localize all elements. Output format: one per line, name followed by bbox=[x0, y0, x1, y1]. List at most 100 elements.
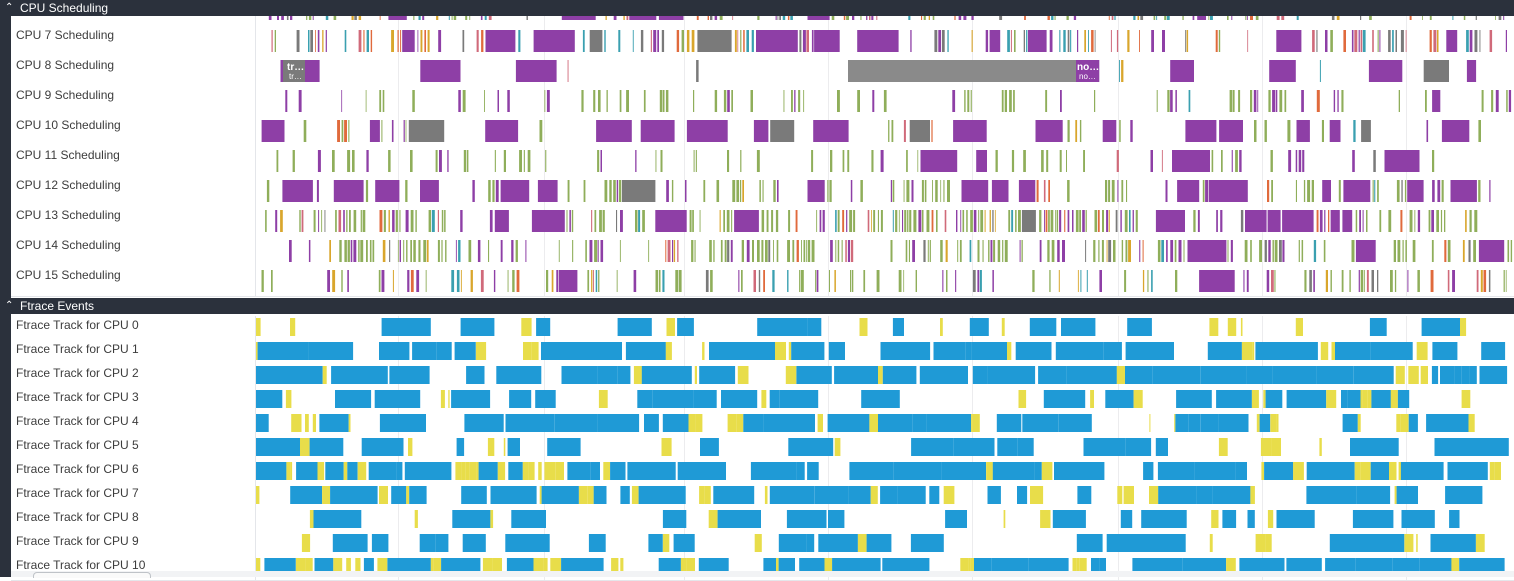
ftrace-event[interactable] bbox=[1246, 366, 1273, 384]
sched-slice-thin[interactable] bbox=[317, 30, 320, 52]
sched-slice-thin[interactable] bbox=[470, 270, 473, 292]
sched-slice[interactable] bbox=[596, 120, 632, 142]
ftrace-event[interactable] bbox=[1271, 438, 1281, 456]
sched-slice-thin[interactable] bbox=[403, 120, 405, 142]
sched-slice-thin[interactable] bbox=[847, 150, 850, 172]
ftrace-event[interactable] bbox=[309, 510, 314, 528]
sched-slice[interactable] bbox=[1361, 120, 1371, 142]
sched-slice-thin[interactable] bbox=[397, 30, 399, 52]
sched-slice-thin[interactable] bbox=[1043, 180, 1046, 202]
ftrace-event[interactable] bbox=[1360, 462, 1371, 480]
ftrace-event[interactable] bbox=[1396, 486, 1418, 504]
ftrace-event[interactable] bbox=[627, 462, 676, 480]
slice-canvas[interactable] bbox=[256, 340, 1514, 364]
sched-slice-thin[interactable] bbox=[503, 150, 506, 172]
sched-slice-thin[interactable] bbox=[489, 210, 493, 232]
ftrace-event[interactable] bbox=[919, 366, 968, 384]
sched-slice-thin[interactable] bbox=[692, 210, 694, 232]
track-lane[interactable] bbox=[255, 484, 1514, 508]
ftrace-event[interactable] bbox=[1055, 342, 1104, 360]
sched-slice-thin[interactable] bbox=[727, 240, 730, 262]
slice-canvas[interactable] bbox=[256, 460, 1514, 484]
sched-slice-thin[interactable] bbox=[444, 210, 446, 232]
ftrace-event[interactable] bbox=[1371, 390, 1391, 408]
ftrace-event[interactable] bbox=[1459, 558, 1469, 576]
sched-slice-thin[interactable] bbox=[1401, 180, 1403, 202]
ftrace-event[interactable] bbox=[588, 534, 596, 552]
sched-slice-thin[interactable] bbox=[989, 210, 991, 232]
sched-slice-thin[interactable] bbox=[1441, 180, 1444, 202]
sched-slice-thin[interactable] bbox=[455, 240, 457, 262]
sched-slice-thin[interactable] bbox=[799, 30, 802, 52]
sched-slice-thin[interactable] bbox=[850, 180, 853, 202]
sched-slice-thin[interactable] bbox=[1341, 90, 1344, 112]
ftrace-event[interactable] bbox=[547, 438, 581, 456]
sched-slice-thin[interactable] bbox=[1432, 150, 1435, 172]
sched-slice-thin[interactable] bbox=[846, 210, 848, 232]
ftrace-event[interactable] bbox=[878, 414, 913, 432]
ftrace-event[interactable] bbox=[1353, 534, 1405, 552]
ftrace-event[interactable] bbox=[1141, 510, 1187, 528]
sched-slice-thin[interactable] bbox=[977, 270, 980, 292]
sched-slice-thin[interactable] bbox=[1077, 30, 1079, 52]
ftrace-event[interactable] bbox=[834, 438, 841, 456]
sched-slice-thin[interactable] bbox=[827, 180, 829, 202]
sched-slice-thin[interactable] bbox=[803, 240, 806, 262]
ftrace-event[interactable] bbox=[1067, 366, 1117, 384]
sched-slice-thin[interactable] bbox=[1337, 90, 1339, 112]
sched-slice-thin[interactable] bbox=[379, 90, 382, 112]
sched-slice-thin[interactable] bbox=[1313, 270, 1315, 292]
sched-slice-thin[interactable] bbox=[418, 240, 421, 262]
sched-slice-thin[interactable] bbox=[488, 240, 490, 262]
sched-slice-thin[interactable] bbox=[972, 270, 976, 292]
ftrace-event[interactable] bbox=[404, 462, 452, 480]
sched-slice-thin[interactable] bbox=[1142, 240, 1144, 262]
ftrace-event[interactable] bbox=[317, 462, 325, 480]
ftrace-event[interactable] bbox=[814, 486, 849, 504]
sched-slice-thin[interactable] bbox=[500, 240, 503, 262]
sched-slice-thin[interactable] bbox=[1010, 30, 1012, 52]
sched-slice-thin[interactable] bbox=[921, 210, 924, 232]
ftrace-event[interactable] bbox=[256, 318, 261, 336]
sched-slice-thin[interactable] bbox=[587, 270, 590, 292]
ftrace-event[interactable] bbox=[763, 414, 807, 432]
sched-slice-thin[interactable] bbox=[727, 90, 730, 112]
sched-slice-thin[interactable] bbox=[799, 270, 801, 292]
sched-slice-thin[interactable] bbox=[714, 90, 718, 112]
sched-slice-thin[interactable] bbox=[1174, 240, 1177, 262]
sched-slice-thin[interactable] bbox=[546, 90, 550, 112]
ftrace-event[interactable] bbox=[544, 462, 556, 480]
sched-slice-thin[interactable] bbox=[830, 240, 833, 262]
sched-slice-thin[interactable] bbox=[773, 180, 776, 202]
sched-slice-thin[interactable] bbox=[794, 90, 796, 112]
sched-slice-thin[interactable] bbox=[969, 240, 972, 262]
ftrace-event[interactable] bbox=[590, 462, 600, 480]
ftrace-event[interactable] bbox=[662, 510, 687, 528]
sched-slice-thin[interactable] bbox=[381, 120, 383, 142]
sched-slice-thin[interactable] bbox=[1240, 210, 1244, 232]
ftrace-event[interactable] bbox=[737, 366, 749, 384]
sched-slice-thin[interactable] bbox=[742, 180, 744, 202]
sched-slice-thin[interactable] bbox=[1311, 180, 1314, 202]
sched-slice-thin[interactable] bbox=[1444, 210, 1446, 232]
sched-slice-thin[interactable] bbox=[296, 30, 300, 52]
slice-canvas[interactable] bbox=[256, 206, 1514, 236]
sched-slice-thin[interactable] bbox=[895, 210, 898, 232]
sched-slice-thin[interactable] bbox=[1106, 210, 1109, 232]
sched-slice-thin[interactable] bbox=[462, 30, 465, 52]
sched-slice[interactable] bbox=[909, 120, 930, 142]
ftrace-event[interactable] bbox=[1272, 366, 1317, 384]
sched-slice-thin[interactable] bbox=[921, 180, 924, 202]
sched-slice-thin[interactable] bbox=[1301, 240, 1304, 262]
ftrace-event[interactable] bbox=[290, 318, 296, 336]
ftrace-event[interactable] bbox=[880, 342, 902, 360]
track-lane[interactable] bbox=[255, 116, 1514, 146]
sched-slice-thin[interactable] bbox=[771, 210, 774, 232]
sched-slice-thin[interactable] bbox=[1167, 90, 1170, 112]
sched-slice-thin[interactable] bbox=[413, 240, 416, 262]
sched-slice-thin[interactable] bbox=[736, 180, 740, 202]
ftrace-event[interactable] bbox=[1017, 438, 1034, 456]
sched-slice-thin[interactable] bbox=[853, 210, 856, 232]
sched-slice-thin[interactable] bbox=[763, 270, 765, 292]
ftrace-event[interactable] bbox=[374, 390, 421, 408]
